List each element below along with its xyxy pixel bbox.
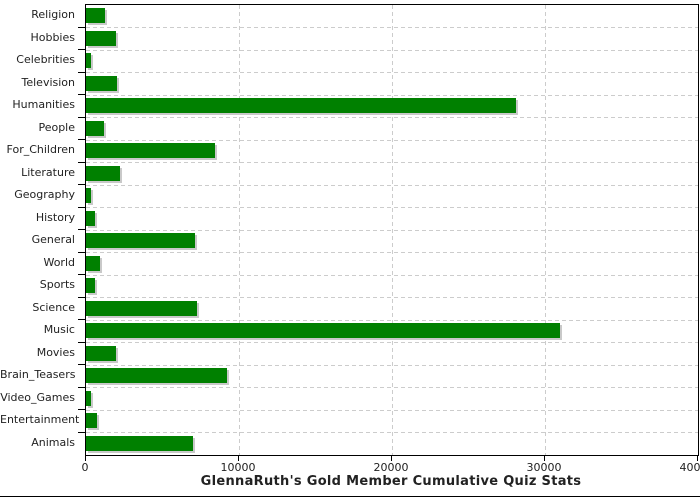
x-axis-tick-label: 10000 — [220, 461, 256, 474]
x-axis-tick-label: 40000 — [679, 461, 700, 474]
bar-general — [86, 233, 195, 249]
horizontal-gridline — [86, 319, 698, 321]
bar-world — [86, 255, 101, 271]
y-axis-label: Literature — [21, 165, 75, 179]
horizontal-gridline — [86, 72, 698, 73]
horizontal-gridline — [86, 117, 698, 118]
horizontal-gridline — [86, 364, 698, 366]
y-axis-tick — [78, 229, 85, 230]
horizontal-gridline — [86, 49, 698, 51]
y-axis-label: History — [35, 210, 75, 224]
x-axis-tick — [391, 456, 392, 461]
y-axis-label: Religion — [31, 8, 75, 21]
x-axis-tick-label: 20000 — [373, 461, 409, 474]
y-axis-tick — [78, 431, 85, 433]
bar-television — [86, 75, 118, 91]
horizontal-gridline — [86, 27, 698, 28]
y-axis-tick — [78, 251, 85, 253]
bottom-border-line — [0, 496, 700, 497]
y-axis-tick — [78, 341, 85, 343]
y-axis-tick — [78, 184, 85, 185]
horizontal-gridline — [86, 94, 698, 96]
y-axis-label: Hobbies — [30, 30, 75, 44]
bar-science — [86, 300, 197, 316]
y-axis-label: Science — [32, 300, 75, 314]
bar-celebrities — [86, 53, 91, 69]
y-axis-tick — [78, 161, 85, 163]
y-axis-tick — [78, 296, 85, 298]
horizontal-gridline — [86, 184, 698, 186]
y-axis-tick — [78, 319, 85, 320]
y-axis-tick — [78, 409, 85, 410]
horizontal-gridline — [86, 229, 698, 231]
x-axis-tick-label: 0 — [81, 461, 89, 474]
bar-for_children — [86, 143, 215, 159]
y-axis-tick — [78, 206, 85, 208]
horizontal-gridline — [86, 387, 698, 388]
y-axis-label: Television — [21, 75, 76, 89]
y-axis-label: Sports — [39, 278, 75, 291]
bar-religion — [86, 8, 106, 24]
y-axis-label: For_Children — [6, 143, 75, 156]
bar-movies — [86, 345, 116, 361]
y-axis-label: Celebrities — [16, 53, 75, 66]
bar-music — [86, 323, 561, 339]
bar-hobbies — [86, 30, 116, 46]
bar-history — [86, 210, 96, 226]
x-axis-tick — [238, 456, 239, 461]
horizontal-gridline — [86, 162, 698, 163]
y-axis-tick — [78, 94, 85, 95]
y-axis-label: Animals — [31, 435, 75, 449]
bar-video_games — [86, 390, 92, 406]
x-axis-tick — [544, 456, 545, 461]
y-axis-tick — [78, 49, 85, 50]
y-axis-label: Movies — [36, 345, 75, 359]
horizontal-gridline — [86, 139, 698, 141]
horizontal-gridline — [86, 297, 698, 298]
y-axis-label: General — [31, 233, 75, 246]
y-axis-tick — [78, 139, 85, 140]
horizontal-gridline — [86, 207, 698, 208]
x-axis-tick — [85, 456, 86, 461]
bar-sports — [86, 278, 96, 294]
x-axis-tick — [697, 456, 698, 461]
bar-brain_teasers — [86, 368, 227, 384]
x-axis-tick-label: 30000 — [526, 461, 562, 474]
y-axis-label: World — [43, 255, 75, 269]
bar-entertainment — [86, 413, 98, 429]
horizontal-gridline — [86, 342, 698, 343]
y-axis-label: People — [38, 120, 75, 134]
bar-humanities — [86, 98, 516, 114]
y-axis-label: Entertainment — [0, 413, 80, 426]
y-axis-tick — [78, 274, 85, 275]
horizontal-gridline — [86, 432, 698, 433]
y-axis-tick — [78, 116, 85, 118]
horizontal-gridline — [86, 409, 698, 411]
y-axis-label: Geography — [14, 188, 75, 201]
y-axis-tick — [78, 386, 85, 388]
horizontal-gridline — [86, 274, 698, 276]
chart-title: GlennaRuth's Gold Member Cumulative Quiz… — [200, 474, 582, 489]
y-axis-tick — [78, 26, 85, 28]
bar-animals — [86, 435, 194, 451]
y-axis-label: Humanities — [12, 98, 75, 111]
y-axis-tick — [78, 364, 85, 365]
y-axis-tick — [78, 71, 85, 73]
y-axis-label: Brain_Teasers — [0, 368, 76, 381]
bar-geography — [86, 188, 92, 204]
y-axis-label: Video_Games — [0, 390, 75, 404]
plot-area — [85, 4, 699, 456]
bar-literature — [86, 165, 121, 181]
bar-people — [86, 120, 105, 136]
horizontal-gridline — [86, 252, 698, 253]
y-axis-label: Music — [43, 323, 75, 336]
